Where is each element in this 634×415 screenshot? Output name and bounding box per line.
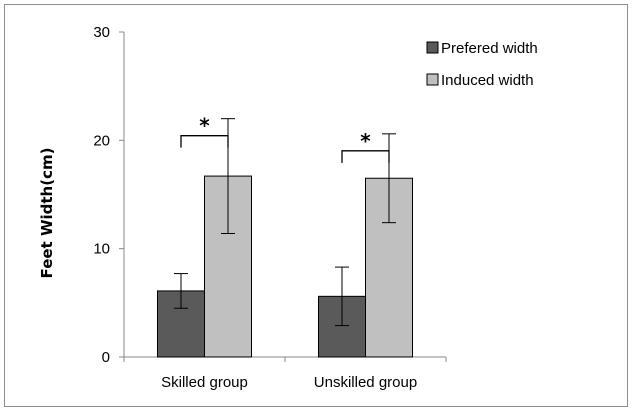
category-label: Unskilled group bbox=[314, 374, 417, 391]
legend: Prefered width Induced width bbox=[426, 40, 538, 89]
significance-asterisk: * bbox=[199, 114, 210, 138]
significance-markers: ** bbox=[180, 114, 390, 163]
y-tick-label: 10 bbox=[93, 241, 110, 258]
legend-swatch bbox=[426, 73, 439, 86]
category-label: Skilled group bbox=[161, 374, 248, 391]
y-tick-label: 30 bbox=[93, 24, 110, 41]
bars bbox=[157, 175, 413, 358]
significance-bracket bbox=[180, 135, 229, 148]
legend-label: Prefered width bbox=[441, 40, 538, 57]
legend-label: Induced width bbox=[441, 72, 534, 89]
significance-bracket bbox=[341, 150, 390, 163]
y-ticks: 0 10 20 30 bbox=[93, 24, 124, 366]
category-labels: Skilled group Unskilled group bbox=[161, 374, 417, 391]
y-axis-label: Feet Width(cm) bbox=[38, 148, 56, 279]
chart-frame bbox=[4, 4, 628, 407]
legend-swatch bbox=[426, 41, 439, 54]
significance-asterisk: * bbox=[360, 129, 371, 153]
y-tick-label: 20 bbox=[93, 132, 110, 149]
y-tick-label: 0 bbox=[102, 349, 110, 366]
